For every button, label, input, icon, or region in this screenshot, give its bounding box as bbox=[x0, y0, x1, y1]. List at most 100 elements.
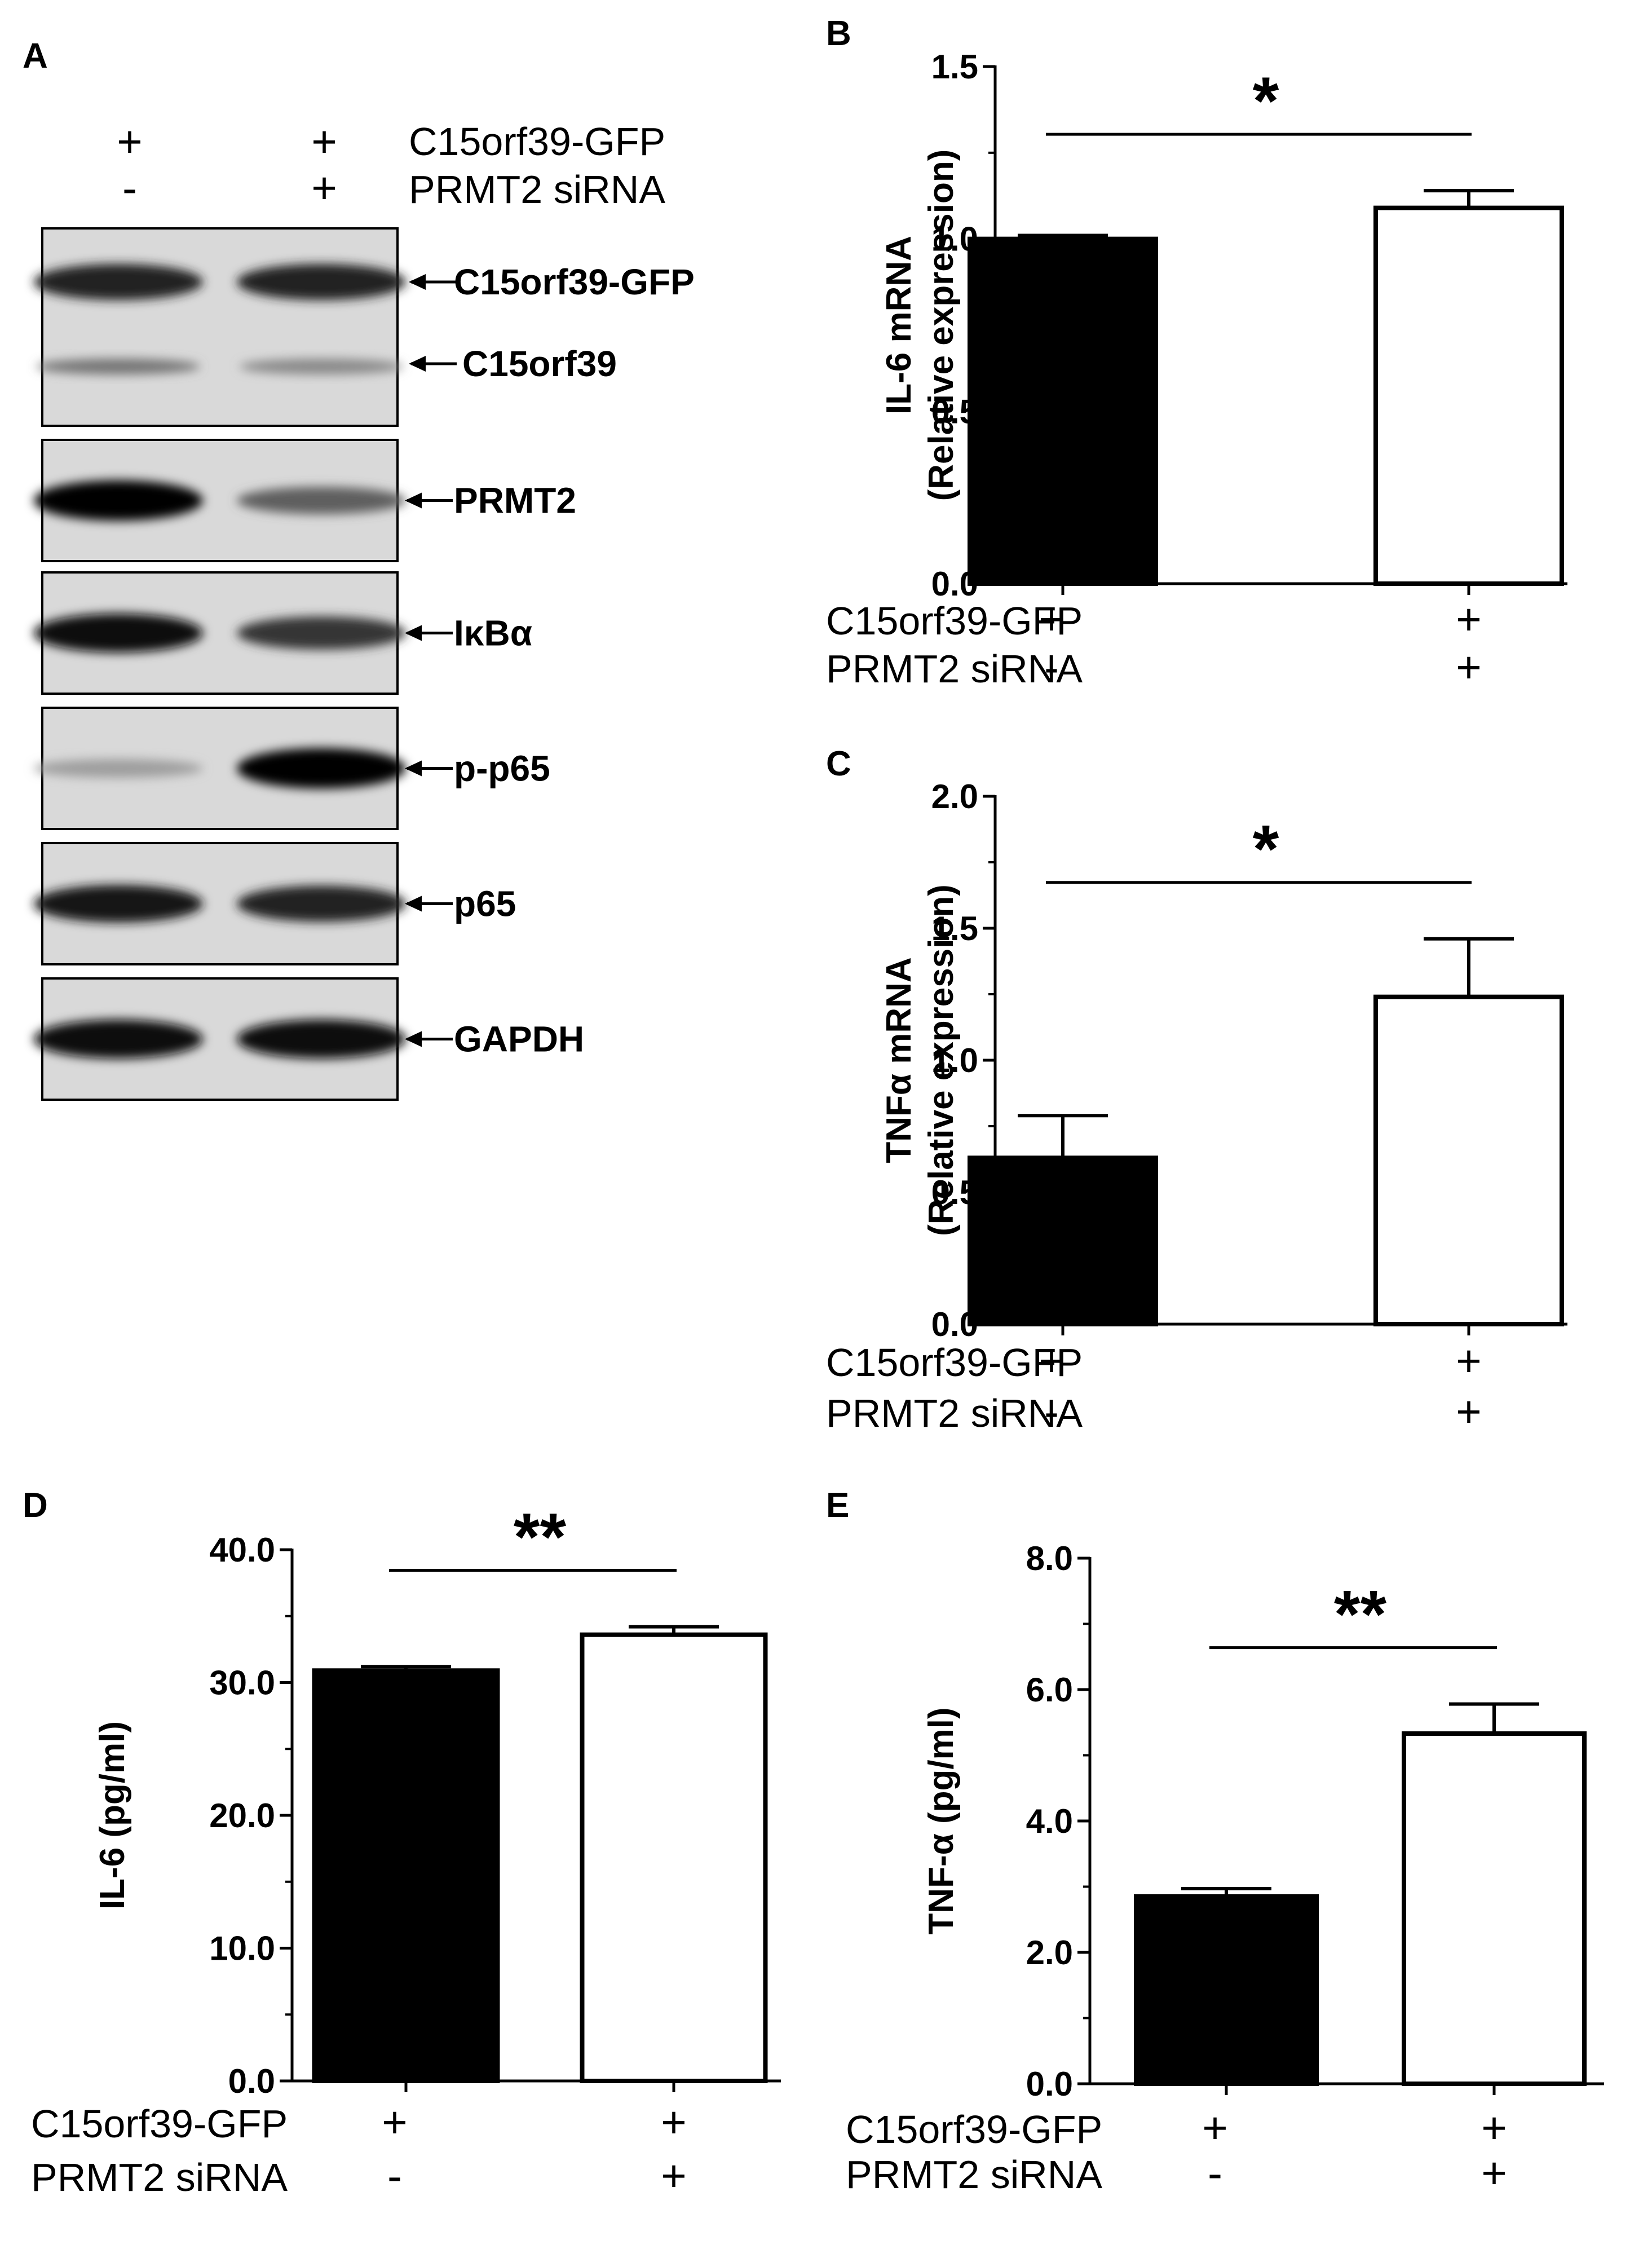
blot-strip: p65 bbox=[34, 842, 516, 965]
blot-band bbox=[34, 480, 203, 521]
blot-band bbox=[237, 487, 406, 514]
blot-strip: p-p65 bbox=[34, 707, 550, 830]
y-axis-label-line-1: IL-6 mRNA bbox=[880, 236, 918, 414]
y-tick-label: 30.0 bbox=[209, 1664, 275, 1702]
bar bbox=[968, 236, 1158, 586]
blot-sign: + bbox=[117, 117, 143, 166]
y-tick-label: 1.5 bbox=[931, 48, 978, 86]
blot-band bbox=[240, 359, 403, 374]
blot-condition-label: PRMT2 siRNA bbox=[409, 167, 665, 211]
blot-strip: IκBα bbox=[34, 571, 532, 695]
condition-sign: - bbox=[1044, 1387, 1059, 1436]
significance-marker: * bbox=[1253, 63, 1279, 139]
blot-label: GAPDH bbox=[454, 1019, 584, 1060]
blot-strips: C15orf39-GFP C15orf39 PRMT2 IκBα p-p65 p65 GAP… bbox=[34, 227, 695, 1101]
condition-sign: + bbox=[1456, 594, 1482, 644]
condition-rows: C15orf39-GFP + + PRMT2 siRNA - + bbox=[31, 2097, 687, 2201]
bar bbox=[312, 1668, 500, 2083]
y-axis-label-line-1: IL-6 (pg/ml) bbox=[93, 1721, 132, 1910]
panel-letter-e: E bbox=[826, 1486, 849, 1525]
bar bbox=[1134, 1894, 1319, 2087]
blot-frame bbox=[41, 227, 399, 427]
blot-arrow-head bbox=[409, 274, 426, 290]
condition-sign: + bbox=[1202, 2103, 1228, 2153]
blot-arrow-head bbox=[405, 760, 422, 777]
panel-b-chart: B IL-6 mRNA (Relative expression) C15orf… bbox=[826, 14, 1567, 692]
blot-strip: C15orf39-GFP C15orf39 bbox=[34, 227, 695, 427]
bar bbox=[1402, 1731, 1587, 2086]
condition-sign: - bbox=[1044, 642, 1059, 692]
panel-d-chart: D IL-6 (pg/ml) C15orf39-GFP + + PRMT2 si… bbox=[23, 1486, 781, 2201]
blot-sign: + bbox=[311, 117, 337, 166]
y-axis-label-line-2: (Relative expression) bbox=[922, 149, 961, 501]
y-tick-label: 10.0 bbox=[209, 1930, 275, 1968]
condition-sign: + bbox=[1456, 1336, 1482, 1386]
bar bbox=[1373, 994, 1564, 1327]
y-tick-label: 1.0 bbox=[931, 1042, 978, 1079]
condition-label: PRMT2 siRNA bbox=[826, 647, 1083, 691]
blot-band bbox=[237, 1019, 406, 1059]
y-axis-label-line-1: TNFα mRNA bbox=[880, 957, 918, 1163]
condition-rows: C15orf39-GFP + + PRMT2 siRNA - + bbox=[826, 1336, 1482, 1436]
blot-condition-row-1: + + C15orf39-GFP bbox=[117, 117, 665, 166]
blot-band bbox=[237, 616, 406, 650]
blot-condition-row-2: - + PRMT2 siRNA bbox=[122, 163, 665, 213]
significance-marker: * bbox=[1253, 812, 1279, 887]
condition-rows: C15orf39-GFP + + PRMT2 siRNA - + bbox=[826, 594, 1482, 692]
blot-label: PRMT2 bbox=[454, 480, 576, 521]
condition-sign: + bbox=[1039, 1336, 1064, 1386]
condition-sign: + bbox=[661, 2097, 687, 2147]
blot-arrow-head bbox=[405, 896, 422, 912]
blot-label: p65 bbox=[454, 884, 516, 924]
condition-sign: + bbox=[1481, 2148, 1507, 2198]
condition-sign: + bbox=[1456, 1387, 1482, 1436]
panel-letter-b: B bbox=[826, 14, 851, 53]
y-axis-label-line-2: (Relative expression) bbox=[922, 884, 961, 1236]
condition-sign: + bbox=[661, 2151, 687, 2201]
y-axis-label-line-1: TNF-α (pg/ml) bbox=[922, 1707, 961, 1934]
condition-rows: C15orf39-GFP + + PRMT2 siRNA - + bbox=[846, 2103, 1507, 2198]
significance-marker: ** bbox=[1334, 1577, 1387, 1652]
panel-letter-d: D bbox=[23, 1486, 48, 1525]
blot-band bbox=[34, 263, 203, 301]
condition-label: C15orf39-GFP bbox=[846, 2107, 1102, 2151]
panel-c-chart: C TNFα mRNA (Relative expression) C15orf… bbox=[826, 744, 1567, 1436]
y-tick-label: 4.0 bbox=[1026, 1802, 1073, 1840]
y-tick-label: 6.0 bbox=[1026, 1671, 1073, 1709]
y-axis-label: TNFα mRNA (Relative expression) bbox=[880, 884, 961, 1236]
blot-band bbox=[34, 759, 203, 778]
blot-label: IκBα bbox=[454, 613, 532, 654]
blot-band bbox=[237, 748, 406, 789]
bar bbox=[580, 1632, 768, 2083]
blot-band bbox=[237, 263, 406, 301]
condition-label: C15orf39-GFP bbox=[826, 1340, 1083, 1384]
y-tick-label: 2.0 bbox=[1026, 1934, 1073, 1972]
condition-label: C15orf39-GFP bbox=[826, 599, 1083, 643]
blot-sign: - bbox=[122, 163, 137, 213]
y-tick-label: 2.0 bbox=[931, 778, 978, 815]
blot-arrow-head bbox=[405, 1031, 422, 1047]
panel-letter-c: C bbox=[826, 744, 851, 783]
blot-band bbox=[34, 885, 203, 923]
y-tick-label: 8.0 bbox=[1026, 1540, 1073, 1577]
y-tick-label: 40.0 bbox=[209, 1531, 275, 1569]
y-tick-label: 1.5 bbox=[931, 910, 978, 947]
panel-a-western-blot: A + + C15orf39-GFP - + PRMT2 siRNA C15or… bbox=[23, 37, 695, 1101]
condition-label: PRMT2 siRNA bbox=[31, 2155, 288, 2199]
blot-sign: + bbox=[311, 163, 337, 213]
blot-arrow-head bbox=[409, 356, 426, 372]
condition-sign: + bbox=[1481, 2103, 1507, 2153]
y-tick-label: 0.0 bbox=[228, 2062, 275, 2100]
y-axis-label: IL-6 (pg/ml) bbox=[93, 1721, 132, 1910]
blot-band bbox=[34, 613, 203, 653]
panel-letter-a: A bbox=[23, 37, 48, 76]
bar bbox=[1373, 205, 1564, 586]
y-tick-label: 20.0 bbox=[209, 1797, 275, 1835]
condition-sign: + bbox=[1039, 594, 1064, 644]
condition-sign: + bbox=[1456, 642, 1482, 692]
condition-sign: - bbox=[387, 2151, 402, 2201]
significance-marker: ** bbox=[514, 1500, 567, 1575]
condition-label: PRMT2 siRNA bbox=[826, 1391, 1083, 1435]
blot-label: C15orf39-GFP bbox=[454, 262, 695, 302]
blot-band bbox=[37, 359, 200, 374]
